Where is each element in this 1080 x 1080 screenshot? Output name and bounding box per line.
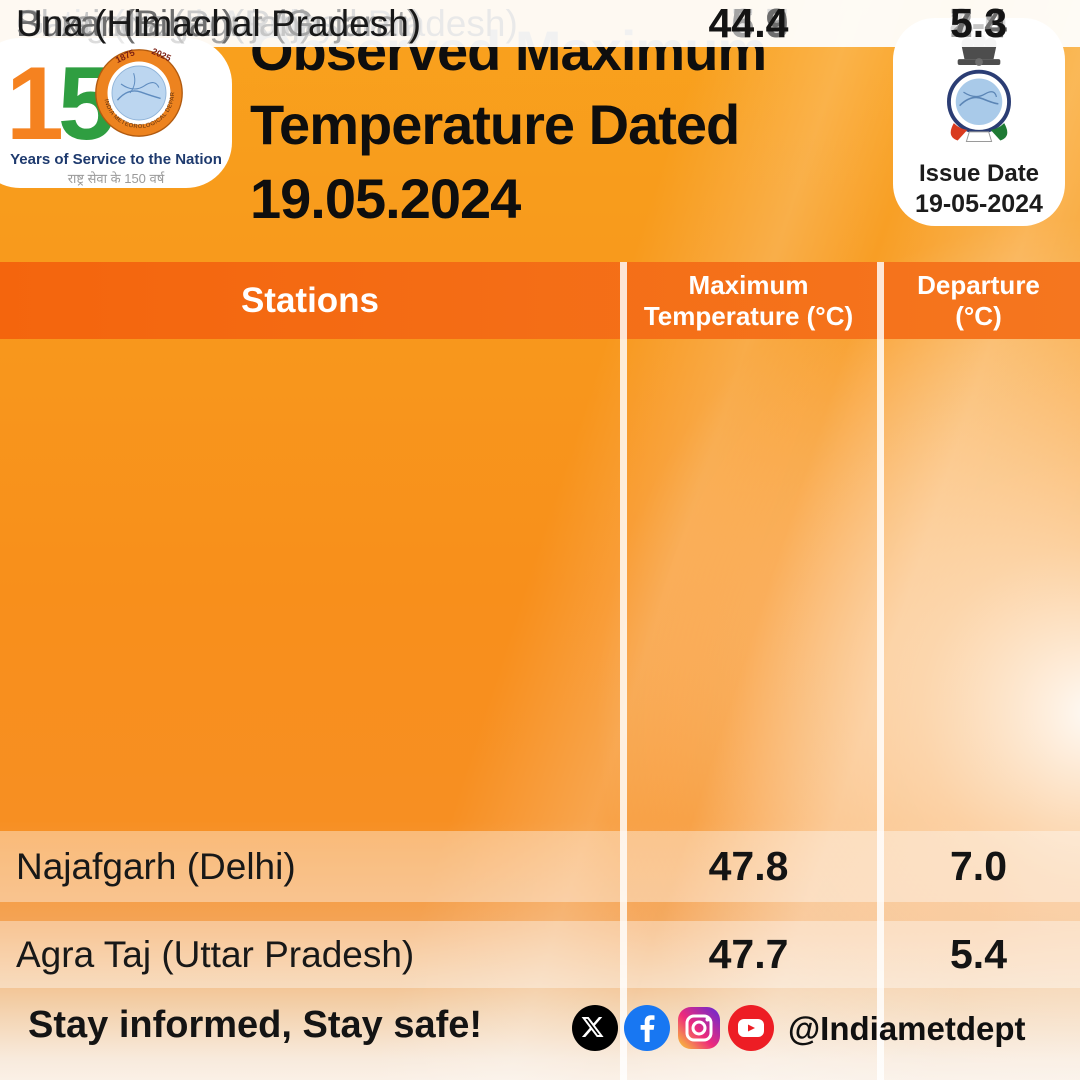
station-name: Una (Himachal Pradesh) [16, 2, 422, 44]
column-header-max-temp: Maximum Temperature (°C) [620, 262, 877, 339]
departure-value: 7.4 [950, 0, 1007, 46]
table-row: Surendranagar (Gujarat) 45.3 2.8 [0, 0, 1080, 47]
footer-tagline: Stay informed, Stay safe! [28, 1004, 483, 1046]
table-header-row: Stations Maximum Temperature (°C) Depart… [0, 262, 1080, 339]
departure-value: 5.3 [950, 0, 1007, 46]
table-row: Una (Himachal Pradesh) 44.4 5.3 [0, 0, 1080, 47]
max-temp-value: 47.5 [708, 0, 789, 46]
title-line-3: 19.05.2024 [250, 167, 521, 230]
station-name: Najafgarh (Delhi) [16, 845, 296, 887]
table-row: Bhatinda (Punjab) 46.4 - [0, 0, 1080, 47]
facebook-icon[interactable] [624, 1005, 670, 1051]
youtube-icon[interactable] [728, 1005, 774, 1051]
imd-seal-icon: 1875 2025 INDIA METEOROLOGICAL DEPARTMEN… [94, 48, 183, 137]
departure-header-line2: (°C) [955, 300, 1002, 331]
imd-150-logo-card: 15 1875 2025 INDIA METEOROLOGICAL DEPART… [0, 38, 232, 188]
max-temp-header-line2: Temperature (°C) [643, 300, 854, 331]
max-temp-header-line1: Maximum [688, 269, 809, 300]
max-temp-value: 44.9 [708, 0, 789, 46]
departure-value: 5.4 [950, 931, 1007, 977]
instagram-icon[interactable] [676, 1005, 722, 1051]
table-row: Najafgarh (Delhi) 47.8 7.0 [0, 831, 1080, 902]
departure-header-line1: Departure [917, 269, 1040, 300]
social-handle[interactable]: @Indiametdept [788, 1010, 1026, 1047]
logo-tagline-english: Years of Service to the Nation [10, 151, 222, 168]
max-temp-value: 44.4 [708, 0, 789, 46]
issue-date-label: Issue Date [918, 160, 1040, 187]
column-header-stations: Stations [240, 280, 380, 320]
title-line-1: Observed Maximum [250, 19, 767, 82]
departure-value: - [971, 0, 986, 46]
logo-150: 15 1875 2025 INDIA METEOROLOGICAL DEPART… [0, 38, 232, 156]
table-row: Buxar (Bihar) 44.9 7.4 [0, 0, 1080, 47]
issue-date-value: 19-05-2024 [915, 190, 1043, 218]
departure-value: 7.0 [950, 843, 1007, 889]
max-temp-value: 45.3 [708, 0, 789, 46]
max-temp-value: 46.4 [708, 0, 789, 46]
table-row: Datia (North Madhya Pradesh) 47.5 3.8 [0, 0, 1080, 47]
title-line-2: Temperature Dated [250, 93, 740, 156]
table-row: Agra Taj (Uttar Pradesh) 47.7 5.4 [0, 921, 1080, 988]
station-name: Datia (North Madhya Pradesh) [16, 2, 518, 44]
max-temp-value: 47.8 [708, 843, 789, 889]
departure-value: 2.8 [950, 0, 1007, 46]
column-header-departure: Departure (°C) [877, 262, 1080, 339]
social-icons [572, 1005, 780, 1051]
logo-tagline-hindi: राष्ट्र सेवा के 150 वर्ष [67, 171, 165, 186]
table-row: Ganganagar (Rajasthan) 46.7 4.0 [0, 0, 1080, 47]
column-separator-1 [620, 262, 627, 1080]
digit-1: 1 [6, 46, 64, 162]
max-temp-value: 47.7 [708, 931, 789, 977]
departure-value: 3.8 [950, 0, 1007, 46]
station-name: Agra Taj (Uttar Pradesh) [16, 933, 415, 975]
station-name: Bhatinda (Punjab) [16, 2, 313, 44]
x-twitter-icon[interactable] [572, 1005, 618, 1051]
station-name: Ganganagar (Rajasthan) [16, 2, 424, 44]
column-separator-2 [877, 262, 884, 1080]
departure-value: 4.0 [950, 0, 1007, 46]
station-name: Buxar (Bihar) [16, 2, 234, 44]
imd-emblem-icon [947, 33, 1011, 143]
page-title: Observed Maximum Temperature Dated 19.05… [250, 14, 880, 236]
max-temp-value: 46.7 [708, 0, 789, 46]
issue-date-card: Issue Date 19-05-2024 [893, 18, 1065, 226]
station-name: Surendranagar (Gujarat) [16, 2, 420, 44]
